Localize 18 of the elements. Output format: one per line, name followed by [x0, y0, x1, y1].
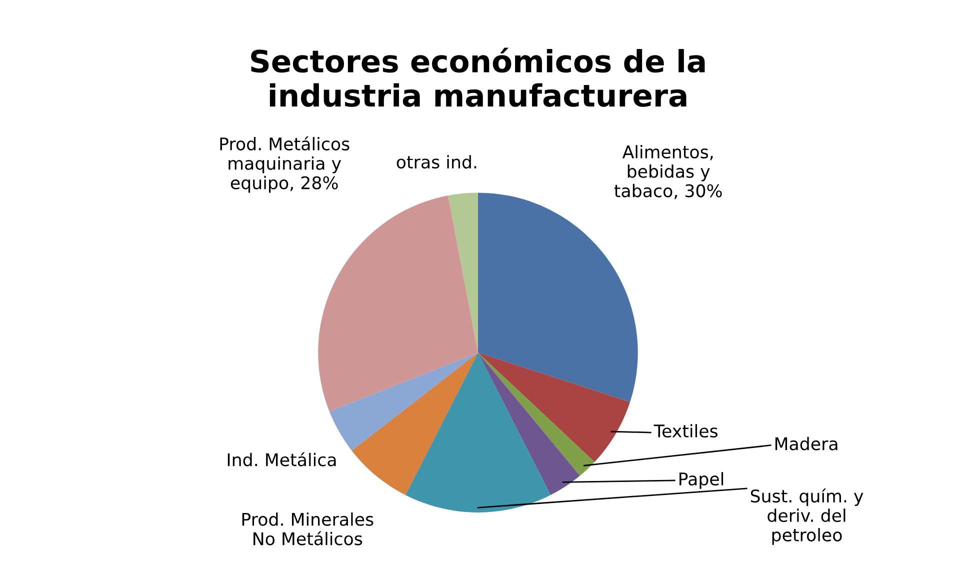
slice-label: Alimentos, bebidas y tabaco, 30% [614, 145, 722, 200]
pie-slice [478, 352, 580, 496]
pie-slice [329, 352, 478, 451]
slice-label: Prod. Metálicos maquinaria y equipo, 28% [220, 136, 350, 193]
pie-slice [478, 352, 595, 476]
slice-label: Madera [775, 436, 838, 450]
pie-slice [352, 352, 478, 496]
chart-title: Sectores económicos de la industria manufacturera [251, 48, 705, 107]
pie-slice [478, 352, 630, 462]
pie-slice [405, 352, 551, 512]
pie-slice [448, 192, 478, 353]
pie-slice [318, 196, 478, 412]
slice-label: Papel [680, 472, 724, 489]
slice-label: Textiles [654, 424, 718, 438]
slice-label: otras ind. [396, 155, 476, 169]
slice-label: Sust. quím. y deriv. del petroleo [750, 488, 864, 545]
slice-label: Ind. Metálica [228, 452, 336, 466]
slice-label: Prod. Minerales No Metálicos [242, 512, 374, 546]
